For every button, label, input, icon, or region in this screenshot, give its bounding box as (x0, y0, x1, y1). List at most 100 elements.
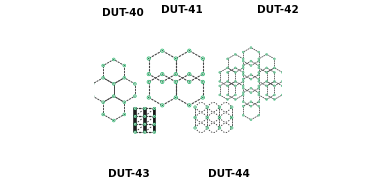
Circle shape (243, 115, 244, 116)
Circle shape (273, 85, 276, 87)
Circle shape (273, 80, 276, 83)
Circle shape (250, 78, 252, 80)
Circle shape (226, 85, 229, 87)
Circle shape (147, 81, 150, 83)
Circle shape (194, 105, 197, 109)
Circle shape (153, 115, 155, 117)
Circle shape (250, 64, 252, 67)
Circle shape (266, 72, 267, 73)
Circle shape (194, 117, 196, 118)
Circle shape (154, 108, 155, 109)
Circle shape (206, 105, 209, 109)
Circle shape (250, 78, 252, 80)
Circle shape (226, 71, 229, 74)
Circle shape (274, 94, 275, 96)
Circle shape (242, 71, 244, 74)
Circle shape (282, 94, 283, 96)
Circle shape (147, 96, 151, 100)
Circle shape (218, 71, 221, 74)
Circle shape (103, 77, 104, 78)
Circle shape (175, 58, 177, 59)
Circle shape (258, 78, 259, 80)
Circle shape (206, 116, 209, 119)
Circle shape (174, 73, 177, 75)
Circle shape (250, 74, 252, 75)
Circle shape (258, 85, 260, 87)
Text: DUT-43: DUT-43 (108, 169, 150, 179)
Circle shape (250, 74, 252, 75)
Circle shape (147, 72, 151, 76)
Circle shape (234, 85, 237, 87)
Circle shape (243, 79, 244, 80)
Circle shape (91, 83, 94, 85)
Circle shape (134, 95, 136, 97)
Circle shape (154, 132, 155, 133)
Circle shape (266, 67, 267, 68)
Circle shape (243, 58, 244, 59)
Circle shape (133, 115, 137, 118)
Circle shape (242, 74, 244, 76)
Circle shape (133, 82, 136, 86)
Circle shape (258, 92, 259, 93)
Circle shape (227, 72, 228, 73)
Circle shape (218, 105, 221, 109)
Circle shape (188, 81, 191, 83)
Circle shape (202, 73, 204, 75)
Circle shape (219, 94, 220, 96)
Circle shape (175, 81, 177, 83)
Circle shape (242, 51, 244, 53)
Circle shape (219, 72, 220, 73)
Circle shape (113, 83, 115, 85)
Circle shape (231, 127, 233, 129)
Circle shape (134, 108, 136, 109)
Circle shape (123, 113, 125, 115)
Circle shape (144, 124, 146, 125)
Circle shape (274, 99, 275, 100)
Circle shape (153, 131, 155, 133)
Circle shape (202, 81, 203, 83)
Circle shape (219, 85, 220, 87)
Circle shape (218, 85, 221, 87)
Circle shape (161, 49, 164, 52)
Circle shape (230, 105, 233, 109)
Circle shape (242, 58, 244, 60)
Circle shape (162, 105, 163, 106)
Circle shape (250, 119, 252, 121)
Circle shape (266, 94, 267, 96)
Circle shape (250, 46, 252, 49)
Circle shape (124, 77, 125, 78)
Circle shape (147, 73, 150, 75)
Circle shape (258, 60, 259, 62)
Circle shape (258, 101, 259, 102)
Circle shape (124, 65, 125, 66)
Circle shape (234, 71, 237, 74)
Circle shape (235, 85, 236, 87)
Circle shape (227, 99, 228, 100)
Circle shape (273, 98, 276, 101)
Circle shape (226, 98, 229, 101)
Circle shape (201, 80, 205, 84)
Circle shape (258, 64, 260, 67)
Circle shape (243, 60, 244, 62)
Circle shape (235, 72, 236, 73)
Circle shape (235, 67, 236, 69)
Circle shape (206, 127, 208, 129)
Circle shape (147, 57, 150, 60)
Circle shape (243, 101, 244, 102)
Circle shape (234, 94, 237, 96)
Circle shape (153, 115, 156, 118)
Circle shape (250, 60, 252, 62)
Circle shape (243, 58, 244, 60)
Circle shape (266, 72, 267, 73)
Circle shape (135, 108, 136, 109)
Circle shape (243, 92, 244, 93)
Circle shape (258, 79, 259, 80)
Circle shape (273, 67, 276, 69)
Circle shape (153, 107, 156, 110)
Circle shape (258, 101, 260, 103)
Circle shape (266, 81, 267, 82)
Circle shape (174, 96, 177, 99)
Circle shape (218, 127, 220, 129)
Circle shape (265, 53, 268, 55)
Circle shape (153, 123, 155, 125)
